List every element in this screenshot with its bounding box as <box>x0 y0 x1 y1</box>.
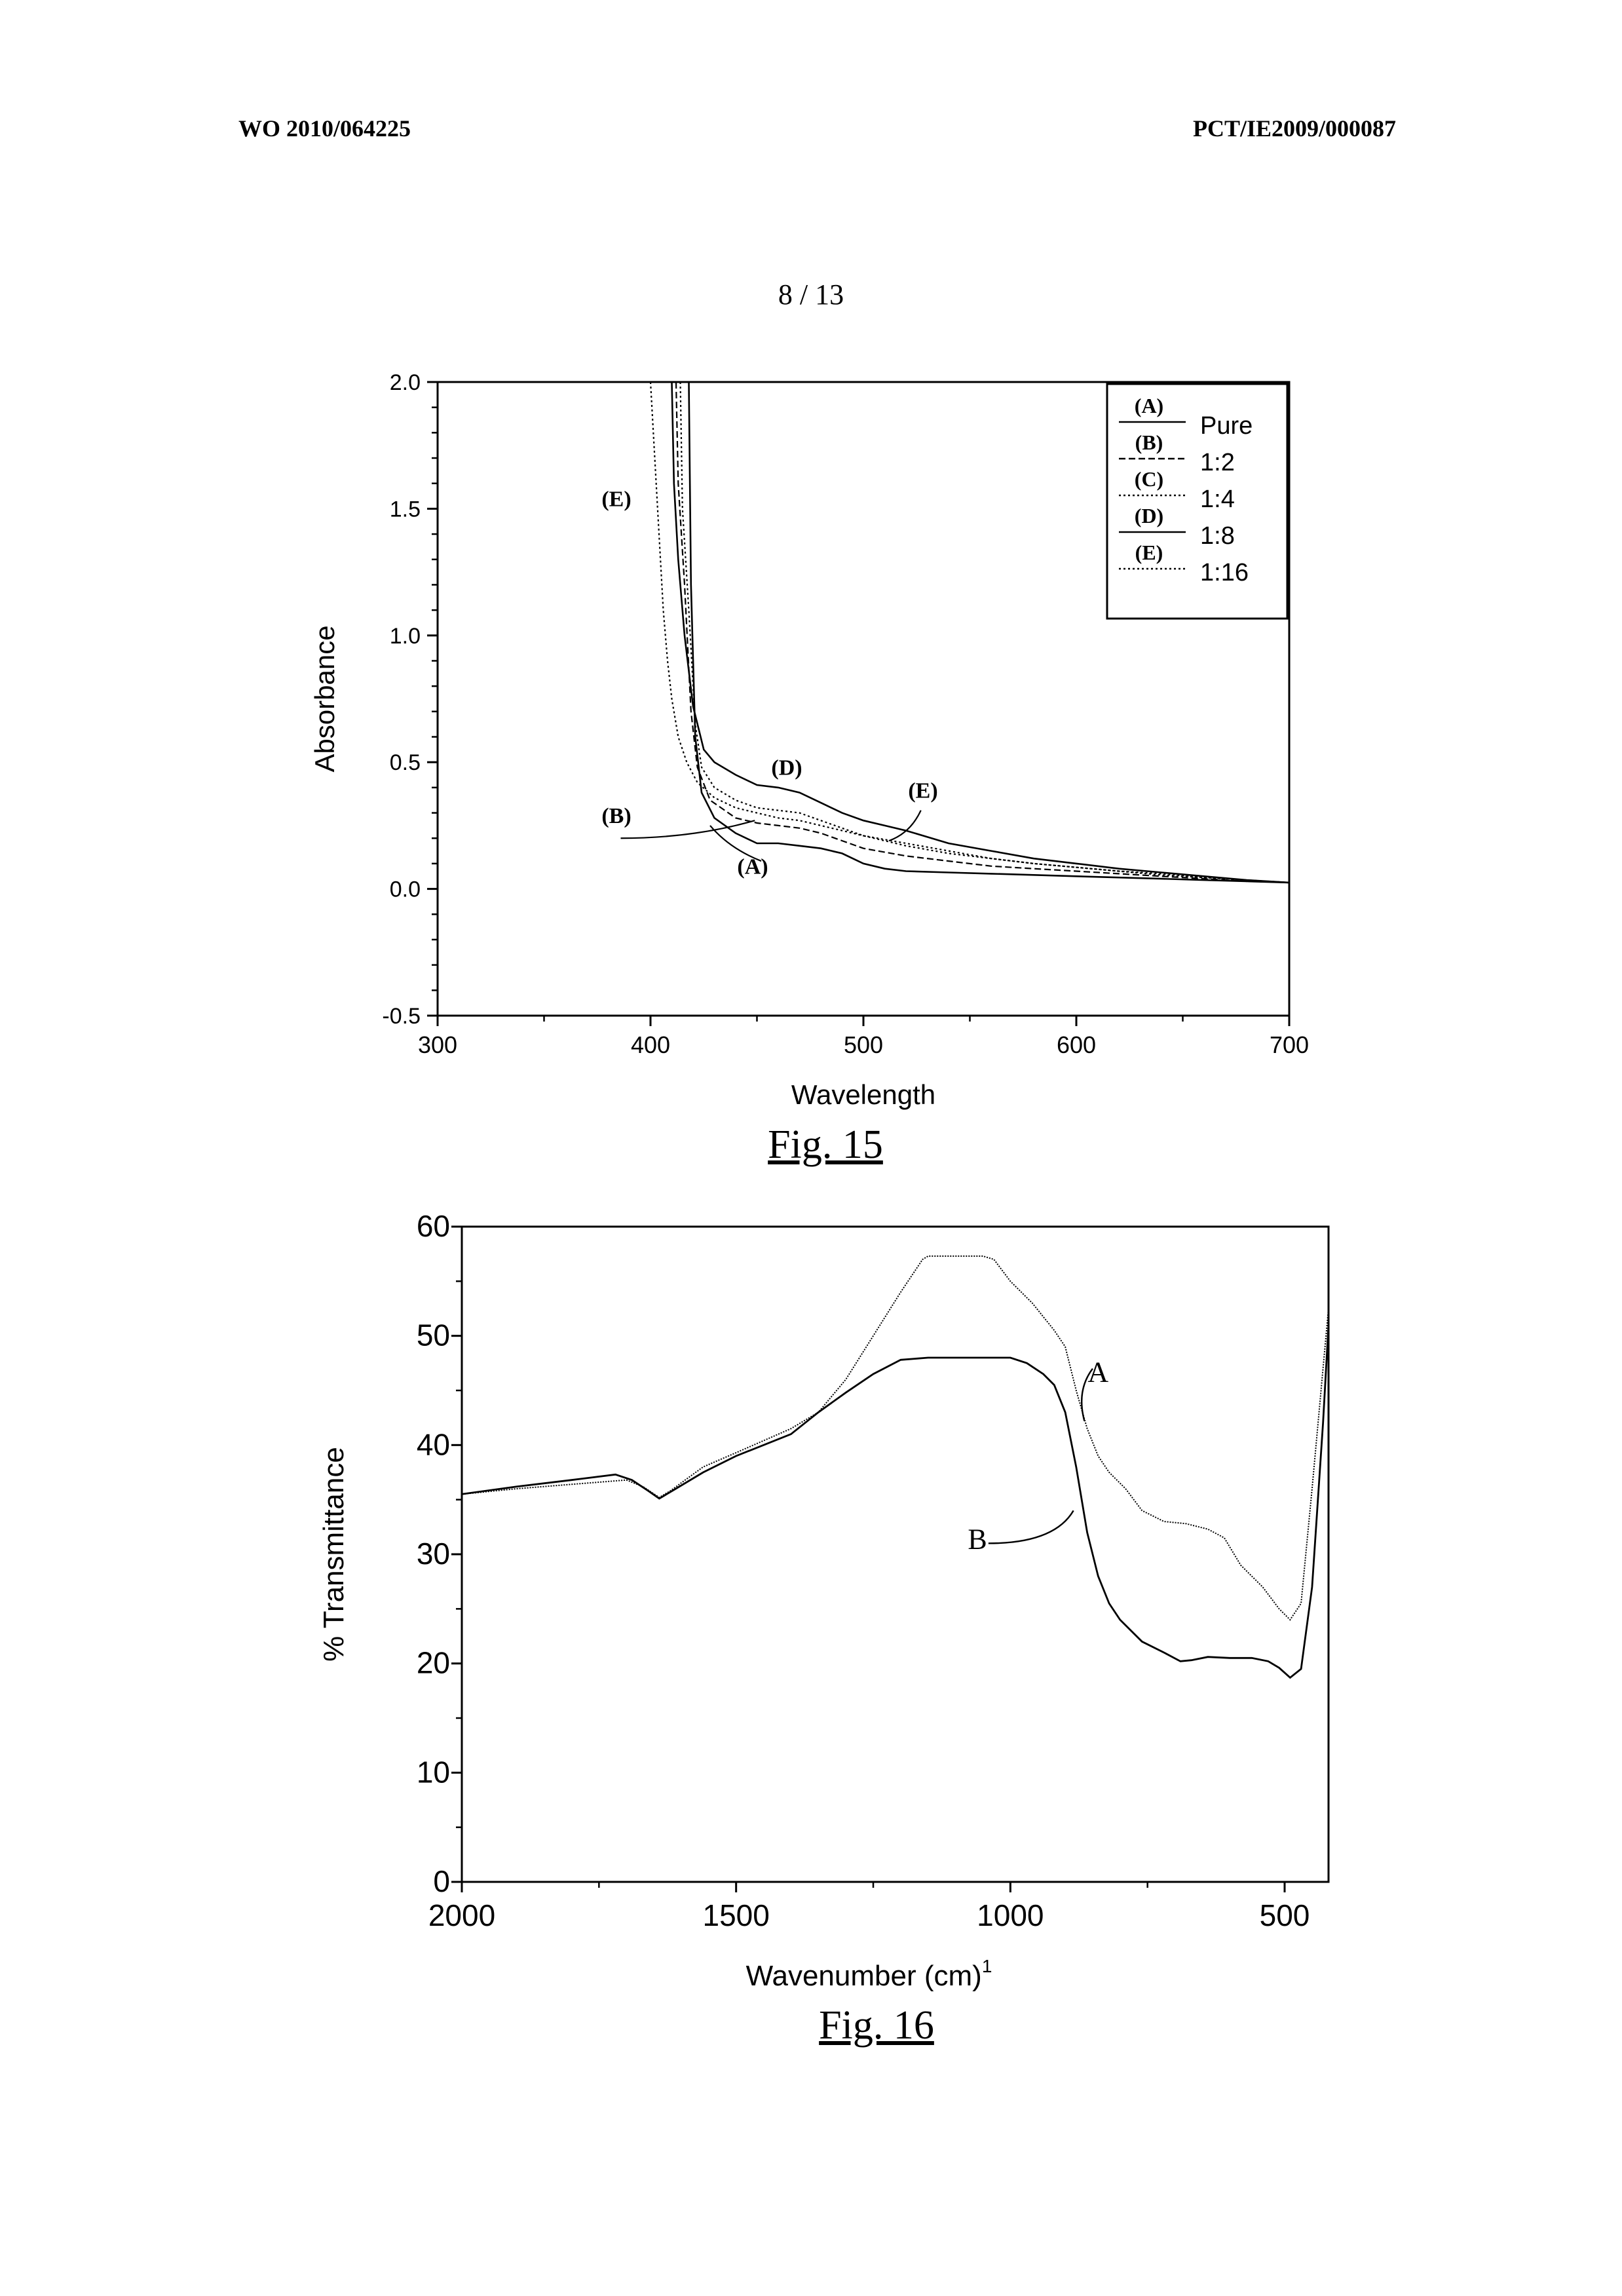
plot-frame <box>462 1227 1329 1882</box>
y-tick-label: 20 <box>417 1646 450 1680</box>
y-tick-label: 0 <box>433 1864 450 1898</box>
series-group <box>462 1256 1329 1677</box>
annotation-leader <box>989 1510 1074 1543</box>
y-tick-label: 10 <box>417 1755 450 1789</box>
x-tick-label: 1000 <box>977 1898 1044 1932</box>
x-axis-label: Wavenumber (cm)1 <box>746 1956 992 1992</box>
curve-annotation: B <box>968 1523 987 1556</box>
y-tick-label: 40 <box>417 1427 450 1461</box>
series-line-b <box>462 1325 1329 1677</box>
y-tick-label: 30 <box>417 1537 450 1571</box>
series-line-a <box>462 1256 1329 1620</box>
y-axis-label: % Transmittance <box>318 1447 350 1662</box>
x-tick-label: 2000 <box>428 1898 495 1932</box>
fig16-caption: Fig. 16 <box>680 2002 1073 2049</box>
x-tick-label: 1500 <box>702 1898 769 1932</box>
y-tick-label: 60 <box>417 1209 450 1243</box>
x-tick-label: 500 <box>1260 1898 1310 1932</box>
y-tick-label: 50 <box>417 1318 450 1352</box>
